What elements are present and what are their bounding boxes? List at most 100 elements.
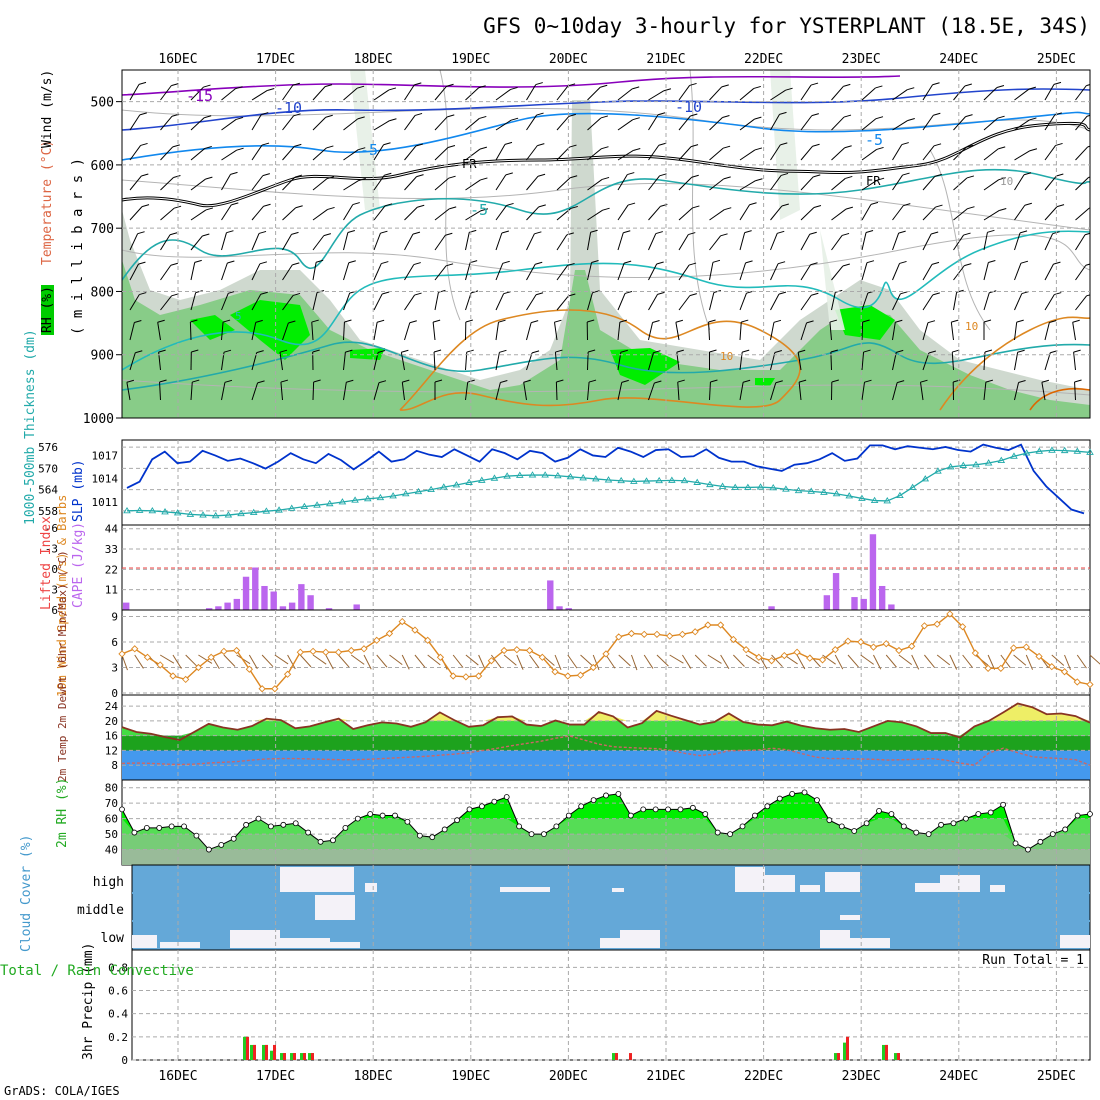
barb-flag xyxy=(382,291,390,295)
barb-flag xyxy=(920,379,928,383)
thickness-marker xyxy=(211,511,220,519)
barb xyxy=(770,205,783,221)
thickness-marker xyxy=(389,492,397,499)
barb xyxy=(274,654,289,665)
barb-flag xyxy=(323,233,331,237)
barb-flag xyxy=(417,204,425,208)
thickness-marker xyxy=(541,471,549,478)
barb-flag xyxy=(260,291,268,295)
barb-flag xyxy=(928,350,936,354)
wind-marker xyxy=(245,665,254,673)
tick-label: 570 xyxy=(38,462,58,475)
barb xyxy=(892,352,897,371)
barb-flag xyxy=(841,232,850,236)
barb-flag xyxy=(721,84,729,88)
barb-flag xyxy=(875,116,884,120)
barb xyxy=(529,654,540,669)
thickness-marker xyxy=(199,511,207,518)
barb xyxy=(248,654,258,670)
barb xyxy=(709,178,724,191)
barb-flag xyxy=(504,141,513,145)
cloud-layer-high: high xyxy=(93,875,124,890)
barb xyxy=(129,114,141,131)
barb xyxy=(770,352,776,371)
barb-flag xyxy=(811,113,819,117)
barb xyxy=(556,146,570,161)
barb xyxy=(401,382,405,401)
barb xyxy=(953,292,958,311)
barb xyxy=(1051,654,1065,666)
wind-marker xyxy=(831,646,839,654)
barb xyxy=(770,89,786,101)
barb xyxy=(678,234,689,251)
barb xyxy=(1044,263,1054,281)
barb-flag xyxy=(935,204,943,208)
barb-flag xyxy=(510,86,518,90)
barb xyxy=(745,654,760,665)
barb-flag xyxy=(830,349,839,353)
barb xyxy=(953,265,965,281)
date-label: 19DEC xyxy=(451,1069,490,1084)
tick-label: -3 xyxy=(45,543,58,556)
barb xyxy=(343,352,346,371)
cloud-layer-low: low xyxy=(101,931,125,946)
barb xyxy=(221,88,236,101)
barb-flag xyxy=(556,379,564,383)
barb-flag xyxy=(324,84,333,88)
barb xyxy=(373,144,384,161)
thickness-marker xyxy=(173,509,182,516)
millibars-axis-label: ( m i l l i b a r s ) xyxy=(70,158,86,335)
thickness-marker xyxy=(161,508,169,515)
barb-flag xyxy=(843,83,851,87)
wind-marker xyxy=(1009,644,1018,652)
barb xyxy=(587,292,593,311)
wind-marker xyxy=(576,671,585,679)
barb xyxy=(343,87,358,101)
barb-flag xyxy=(137,231,145,235)
cape-bar xyxy=(860,598,867,610)
barb-flag xyxy=(709,349,717,353)
barb-flag xyxy=(898,230,906,234)
barb-flag xyxy=(204,115,212,119)
barb xyxy=(312,178,328,191)
barb xyxy=(190,209,207,221)
barb-flag xyxy=(749,202,757,206)
barb-flag xyxy=(1056,173,1064,177)
barb-flag xyxy=(745,260,753,264)
tick-label: 500 xyxy=(91,96,114,111)
barb xyxy=(526,322,532,341)
rh-marker xyxy=(255,815,262,822)
barb-flag xyxy=(534,231,542,235)
run-total-annotation: Run Total = 1 xyxy=(982,953,1084,968)
thickness-marker xyxy=(503,472,511,479)
precip-bar-convective xyxy=(311,1053,314,1060)
tick-label: 3 xyxy=(51,584,58,597)
wind-marker xyxy=(283,670,292,678)
barb-flag xyxy=(742,379,751,383)
thickness-marker xyxy=(477,476,486,483)
thickness-marker xyxy=(807,487,816,494)
barb-flag xyxy=(204,145,212,149)
barb-flag xyxy=(755,178,763,182)
contour-label: FR xyxy=(866,174,881,188)
thickness-marker xyxy=(731,483,740,490)
barb-flag xyxy=(1041,379,1050,383)
barb xyxy=(587,232,592,251)
rh-marker xyxy=(305,829,312,836)
barb xyxy=(280,382,283,401)
barb-flag xyxy=(327,206,335,210)
barb-flag xyxy=(778,291,787,295)
barb-flag xyxy=(657,291,665,295)
barb xyxy=(251,294,262,311)
barb xyxy=(800,234,811,251)
barb xyxy=(892,144,903,161)
wind10m-axis-label: 10m Wind Speed (m/s) & Barbs xyxy=(55,495,69,697)
barb-flag xyxy=(345,349,353,353)
barb-flag xyxy=(663,88,672,92)
barb xyxy=(221,262,228,281)
barb-flag xyxy=(777,230,785,234)
barb-flag xyxy=(465,319,473,323)
barb xyxy=(465,654,479,666)
wind-barbs xyxy=(126,81,1090,401)
barb xyxy=(831,147,846,161)
